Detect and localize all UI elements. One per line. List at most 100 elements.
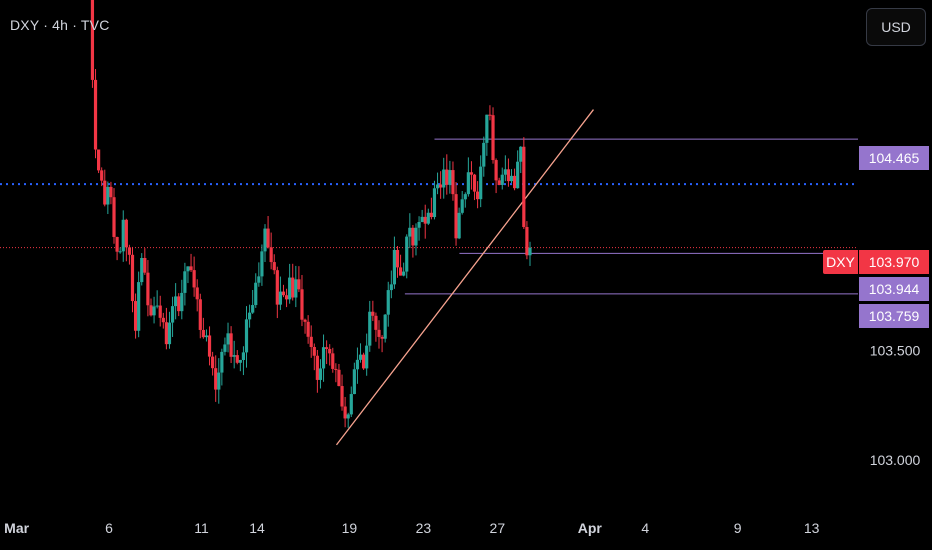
candle-26 bbox=[170, 296, 175, 337]
candle-body bbox=[528, 247, 532, 256]
candle-body bbox=[435, 184, 440, 189]
candle-body bbox=[174, 296, 178, 307]
candle-body bbox=[337, 369, 341, 387]
candle-body bbox=[177, 296, 181, 312]
candle-body bbox=[361, 354, 366, 369]
candle-40 bbox=[214, 355, 218, 402]
candle-134 bbox=[503, 155, 507, 182]
candle-78 bbox=[331, 347, 335, 373]
candle-body bbox=[340, 386, 344, 407]
candle-body bbox=[133, 301, 138, 331]
candle-body bbox=[127, 247, 132, 255]
candle-12 bbox=[127, 244, 132, 265]
candle-body bbox=[392, 249, 397, 285]
candle-131 bbox=[494, 158, 498, 194]
candle-body bbox=[519, 146, 523, 162]
candle-72 bbox=[312, 343, 316, 371]
candle-139 bbox=[519, 146, 523, 174]
candle-body bbox=[300, 289, 304, 320]
candle-body bbox=[284, 295, 289, 300]
candle-27 bbox=[174, 283, 178, 320]
candle-82 bbox=[343, 396, 347, 428]
candle-body bbox=[180, 292, 184, 312]
candle-29 bbox=[180, 279, 184, 320]
candle-60 bbox=[275, 266, 279, 319]
candle-body bbox=[374, 315, 378, 330]
price-label-upper-zone: 104.465 bbox=[859, 146, 929, 170]
candle-body bbox=[426, 212, 430, 224]
candle-body bbox=[220, 351, 224, 373]
candle-body bbox=[103, 180, 107, 205]
candle-body bbox=[241, 352, 246, 360]
candle-body bbox=[297, 279, 301, 290]
candle-110 bbox=[429, 197, 433, 220]
candle-body bbox=[137, 282, 141, 331]
candle-body bbox=[349, 394, 353, 415]
candle-35 bbox=[198, 293, 202, 339]
candle-body bbox=[238, 359, 242, 363]
candle-24 bbox=[164, 307, 168, 350]
candle-32 bbox=[189, 253, 193, 272]
candle-87 bbox=[358, 343, 363, 363]
candle-30 bbox=[183, 262, 187, 306]
candle-42 bbox=[220, 348, 224, 386]
candle-23 bbox=[161, 312, 165, 329]
candle-body bbox=[195, 287, 199, 300]
candle-body bbox=[509, 175, 514, 182]
candle-body bbox=[463, 194, 467, 200]
x-tick-label: 19 bbox=[342, 520, 358, 536]
x-tick-label: Mar bbox=[4, 520, 29, 536]
candle-body bbox=[318, 368, 323, 380]
candle-body bbox=[472, 174, 477, 192]
candle-body bbox=[423, 216, 427, 224]
candle-body bbox=[365, 345, 369, 369]
currency-button[interactable]: USD bbox=[866, 8, 926, 46]
candle-body bbox=[254, 282, 258, 306]
candle-138 bbox=[516, 150, 520, 189]
candle-77 bbox=[328, 344, 332, 366]
candle-9 bbox=[118, 247, 122, 254]
candle-50 bbox=[244, 306, 249, 368]
candle-117 bbox=[451, 161, 455, 201]
candle-55 bbox=[260, 244, 264, 286]
candle-5 bbox=[106, 181, 110, 215]
trendline-layer[interactable] bbox=[335, 109, 594, 446]
candle-79 bbox=[334, 363, 338, 383]
candle-body bbox=[380, 336, 384, 339]
x-tick-label: 4 bbox=[641, 520, 649, 536]
candle-119 bbox=[457, 207, 461, 240]
candle-11 bbox=[124, 218, 128, 262]
candle-body bbox=[100, 170, 104, 181]
candle-74 bbox=[318, 359, 323, 389]
candle-body bbox=[229, 333, 233, 357]
candle-body bbox=[491, 115, 495, 161]
candle-25 bbox=[167, 311, 172, 349]
candle-1 bbox=[93, 69, 98, 159]
candle-68 bbox=[300, 275, 304, 327]
candle-body bbox=[371, 311, 375, 316]
candle-105 bbox=[414, 223, 418, 256]
candle-body bbox=[149, 305, 153, 316]
candle-body bbox=[158, 305, 162, 318]
candle-body bbox=[485, 114, 489, 143]
candle-118 bbox=[454, 181, 458, 246]
candle-body bbox=[118, 251, 122, 253]
candle-106 bbox=[417, 216, 421, 241]
candle-99 bbox=[395, 245, 400, 278]
candle-59 bbox=[272, 254, 276, 275]
candle-93 bbox=[377, 320, 381, 349]
candle-body bbox=[251, 305, 255, 313]
candle-133 bbox=[500, 167, 504, 190]
candle-body bbox=[439, 184, 443, 188]
candle-body bbox=[355, 359, 360, 370]
price-label-lower-a: 103.944 bbox=[859, 277, 929, 301]
candle-113 bbox=[439, 171, 443, 199]
candle-94 bbox=[380, 335, 384, 353]
candle-body bbox=[488, 114, 492, 116]
candle-body bbox=[389, 284, 393, 291]
price-axis[interactable]: 103.000 103.500 bbox=[870, 343, 921, 469]
candle-103 bbox=[408, 213, 412, 249]
candle-body bbox=[143, 258, 147, 273]
time-axis[interactable]: Mar 6 11 14 19 23 27 Apr 4 9 13 bbox=[4, 520, 819, 536]
